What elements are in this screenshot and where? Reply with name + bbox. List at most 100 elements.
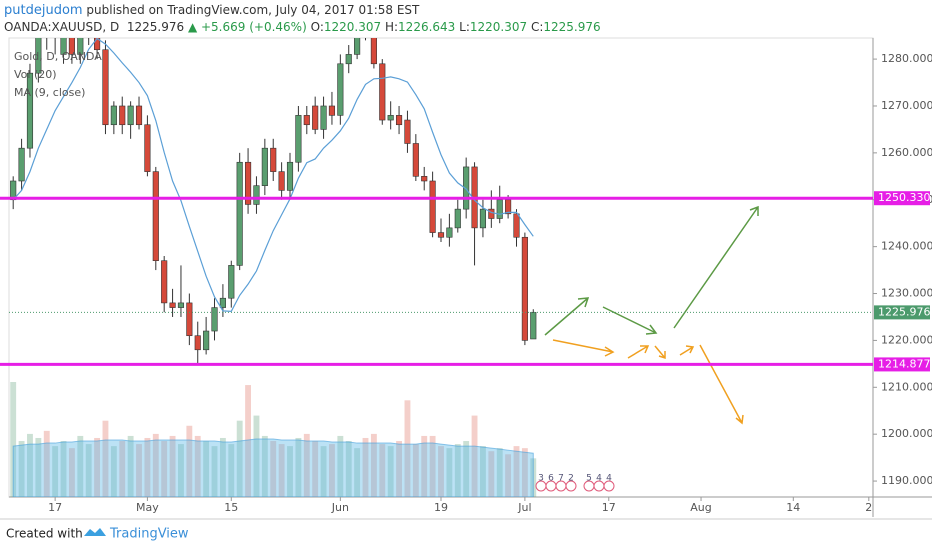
candle-body: [454, 208, 461, 229]
volume-bar: [186, 425, 193, 497]
candle-body: [530, 312, 537, 340]
volume-bar: [136, 444, 142, 497]
volume-bar: [454, 444, 461, 497]
volume-bar: [219, 437, 226, 497]
candle-body: [60, 38, 67, 55]
footer-brand: TradingView: [109, 527, 189, 542]
arrow: [679, 345, 695, 356]
candle-body: [437, 232, 445, 238]
arrows: [544, 205, 759, 425]
volume-bar: [521, 448, 528, 497]
volume-bar: [295, 437, 302, 497]
x-tick-label: Jun: [331, 501, 349, 514]
ohlc: 1220.307: [323, 20, 382, 34]
candle-body: [68, 38, 75, 55]
volume-bar: [144, 437, 151, 497]
ohlc: 1225.976: [543, 20, 601, 34]
hline-label: 1250.330: [878, 191, 931, 204]
candle-body: [286, 161, 294, 191]
hline-label: 1214.877: [878, 357, 931, 370]
footer-logo: [84, 528, 106, 536]
header-line: OANDA:XAUUSD, D 1225.976 ▲ +5.669 (+0.46…: [4, 19, 601, 36]
volume-bar: [228, 444, 235, 497]
header-line: putdejudom published on TradingView.com,…: [4, 2, 601, 19]
volume-bar: [312, 441, 319, 497]
candle-body: [295, 115, 302, 163]
published: published on TradingView.com, July 04, 2…: [86, 3, 420, 17]
candle-body: [194, 335, 201, 351]
candle-body: [505, 199, 512, 215]
volume-bar: [68, 448, 75, 497]
candle-body: [395, 115, 403, 126]
candle-body: [86, 17, 92, 36]
x-tick-label: 19: [434, 501, 448, 514]
volume-bar: [169, 435, 176, 497]
volume-bar: [152, 433, 159, 497]
symbol: OANDA:XAUUSD, D: [4, 20, 120, 34]
candle-body: [479, 208, 487, 229]
candle-body: [119, 105, 126, 126]
candle-body: [253, 185, 260, 205]
volume-bar: [261, 435, 268, 497]
x-tick-label: May: [136, 501, 159, 514]
hline-label-bg: [874, 191, 930, 206]
volume-bar: [52, 446, 59, 497]
volume-bar: [396, 441, 402, 497]
legend-entry: Gold, D, OANDA: [14, 50, 102, 63]
volume-bar: [303, 433, 310, 497]
arrow: [544, 297, 590, 336]
candle-body: [370, 38, 377, 65]
volume-bar: [35, 437, 42, 497]
candle-body: [211, 307, 218, 332]
candle-body: [513, 213, 520, 238]
candle-body: [77, 38, 84, 55]
candle-body: [144, 124, 151, 172]
event-label: 2: [568, 474, 574, 484]
candle-body: [127, 105, 134, 126]
y-tick-label: 1200.000: [881, 427, 932, 440]
price-label-bg: [874, 305, 930, 320]
event-label: 7: [558, 474, 564, 484]
volume-bar: [161, 441, 168, 497]
volume-bar: [446, 448, 453, 497]
ohlc: 1226.643: [398, 20, 456, 34]
candle-body: [363, 22, 369, 31]
candle-body: [463, 166, 470, 210]
event-label: 4: [596, 474, 602, 484]
event-marker: [565, 480, 577, 492]
legend-entry: Vol (20): [14, 68, 57, 81]
candle-body: [488, 208, 495, 219]
volume-bar: [362, 437, 369, 497]
volume-bar: [329, 444, 335, 497]
volume-bar: [236, 420, 243, 497]
volume-bar: [496, 448, 503, 497]
change: ▲ +5.669 (+0.46%): [187, 20, 307, 34]
candle-body: [421, 176, 428, 182]
volume-bar: [27, 433, 33, 497]
volume-bar: [505, 454, 512, 497]
volume-bar: [211, 446, 218, 497]
candle-body: [35, 38, 42, 74]
volume-bar: [320, 446, 327, 497]
ohlc: H:: [384, 20, 399, 34]
x-tick-label: Jul: [517, 501, 531, 514]
arrow: [654, 345, 666, 360]
green-arrows: [544, 205, 759, 336]
volume-bar: [77, 435, 84, 497]
candle-body: [303, 115, 310, 126]
volume-bar: [278, 444, 285, 497]
event-label: 4: [606, 474, 612, 484]
candle-body: [496, 199, 503, 219]
volume-bar: [119, 441, 126, 497]
footer-text: Created with: [6, 527, 83, 541]
x-tick-label: 2: [865, 501, 872, 514]
candle-body: [404, 119, 411, 144]
x-tick-label: 17: [602, 501, 616, 514]
volume-bar: [412, 444, 419, 497]
volume-bar: [43, 430, 50, 497]
candle-body: [94, 38, 101, 51]
last: 1225.976: [126, 20, 185, 34]
volume-bar: [102, 420, 109, 497]
volume-bar: [60, 441, 67, 497]
